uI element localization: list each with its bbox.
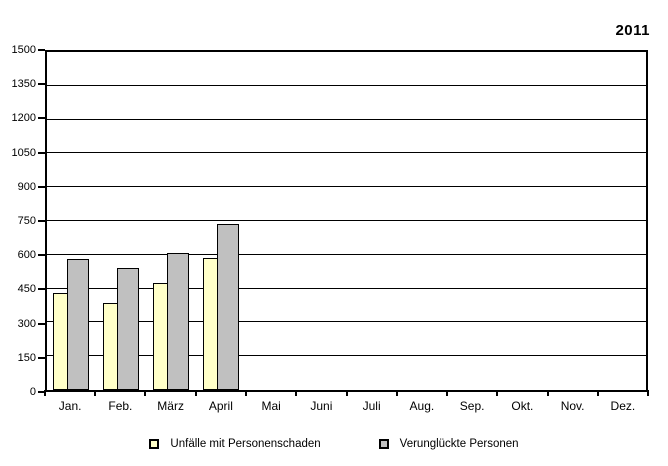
legend-swatch-verunglueckte-icon xyxy=(378,439,389,449)
year-title: 2011 xyxy=(615,22,650,39)
x-label-3: März xyxy=(157,399,184,413)
legend-label-verunglueckte: Verunglückte Personen xyxy=(399,438,519,450)
bar-slot-5 xyxy=(247,52,297,390)
y-axis-ticks xyxy=(38,49,45,393)
y-tick-mark-1050 xyxy=(38,151,45,154)
bar-series2-2 xyxy=(116,268,139,390)
x-label-1: Jan. xyxy=(58,399,82,413)
x-tick-mark-5 xyxy=(295,390,298,396)
x-tick-mark-2 xyxy=(144,390,147,396)
y-tick-mark-750 xyxy=(38,220,45,222)
bar-series1-4 xyxy=(202,258,218,390)
x-label-7: Juli xyxy=(362,399,381,413)
x-tick-mark-0 xyxy=(44,390,46,396)
y-tick-label-1350: 1350 xyxy=(11,78,36,91)
x-label-5: Mai xyxy=(261,399,281,413)
bar-slot-7 xyxy=(347,52,397,390)
y-tick-mark-900 xyxy=(38,185,45,188)
bar-slot-2 xyxy=(97,52,147,390)
gridline-600 xyxy=(47,253,646,255)
bar-slot-1 xyxy=(47,52,97,390)
y-tick-mark-450 xyxy=(38,288,45,291)
y-tick-label-900: 900 xyxy=(17,180,36,193)
x-tick-mark-1 xyxy=(94,390,97,396)
bar-slot-3 xyxy=(147,52,197,390)
y-axis-labels: 0 150 300 450 600 750 900 1050 1200 1350 1500 xyxy=(0,44,36,398)
bar-series2-3 xyxy=(166,252,189,390)
bar-slot-12 xyxy=(596,52,646,390)
bar-series1-1 xyxy=(53,293,68,390)
x-tick-mark-11 xyxy=(596,390,599,396)
bar-slot-9 xyxy=(446,52,496,390)
bar-slot-11 xyxy=(546,52,596,390)
y-tick-label-300: 300 xyxy=(17,317,36,330)
x-label-6: Juni xyxy=(310,399,333,413)
bar-slot-8 xyxy=(396,52,446,390)
y-tick-mark-600 xyxy=(38,254,45,257)
legend: Unfälle mit Personenschaden Verunglückte… xyxy=(0,438,668,450)
x-label-8: Aug. xyxy=(409,399,435,413)
y-tick-mark-1200 xyxy=(38,117,45,120)
y-tick-mark-0 xyxy=(38,391,45,393)
gridline-1200 xyxy=(47,118,646,120)
x-label-4: April xyxy=(208,399,233,413)
x-axis-ticks xyxy=(44,390,649,396)
x-label-12: Dez. xyxy=(610,399,636,413)
bar-slot-4 xyxy=(197,52,247,390)
gridline-450 xyxy=(47,287,646,289)
y-tick-label-0: 0 xyxy=(29,386,36,398)
gridline-900 xyxy=(47,186,646,188)
legend-item-unfaelle: Unfälle mit Personenschaden xyxy=(149,438,321,450)
gridline-1050 xyxy=(47,152,646,154)
x-label-2: Feb. xyxy=(108,399,133,413)
bar-slot-6 xyxy=(297,52,347,390)
y-tick-label-150: 150 xyxy=(17,351,36,364)
y-tick-label-1050: 1050 xyxy=(11,146,36,159)
gridline-1350 xyxy=(47,84,646,86)
x-tick-mark-7 xyxy=(395,390,398,396)
x-tick-mark-3 xyxy=(194,390,197,396)
y-tick-label-600: 600 xyxy=(17,249,36,262)
legend-item-verunglueckte: Verunglückte Personen xyxy=(378,438,519,450)
y-tick-label-450: 450 xyxy=(17,283,36,296)
gridline-750 xyxy=(47,220,646,221)
legend-swatch-unfaelle-icon xyxy=(149,439,160,449)
x-tick-mark-9 xyxy=(496,390,499,396)
y-tick-mark-300 xyxy=(38,322,45,325)
x-tick-mark-6 xyxy=(345,390,348,396)
x-tick-mark-4 xyxy=(244,390,247,396)
x-label-10: Okt. xyxy=(511,399,534,413)
y-tick-label-1500: 1500 xyxy=(11,44,36,56)
y-tick-label-750: 750 xyxy=(17,215,36,227)
x-label-9: Sep. xyxy=(459,399,485,413)
gridline-300 xyxy=(47,321,646,323)
plot-area xyxy=(45,50,648,392)
bar-series1-2 xyxy=(102,303,118,390)
bar-series2-1 xyxy=(67,259,89,390)
gridline-150 xyxy=(47,355,646,357)
x-label-11: Nov. xyxy=(560,399,585,413)
bar-series1-3 xyxy=(152,282,168,390)
x-tick-mark-12 xyxy=(647,390,649,396)
y-tick-mark-1500 xyxy=(38,49,45,51)
y-tick-mark-1350 xyxy=(38,83,45,86)
legend-label-unfaelle: Unfälle mit Personenschaden xyxy=(170,438,321,450)
y-tick-mark-150 xyxy=(38,356,45,359)
x-axis-labels: Jan. Feb. März April Mai Juni Juli Aug. Sep. Okt.… xyxy=(45,399,648,413)
y-tick-label-1200: 1200 xyxy=(11,112,36,125)
x-tick-mark-10 xyxy=(546,390,549,396)
bar-slot-10 xyxy=(496,52,546,390)
x-tick-mark-8 xyxy=(445,390,448,396)
bar-series2-4 xyxy=(216,224,239,390)
